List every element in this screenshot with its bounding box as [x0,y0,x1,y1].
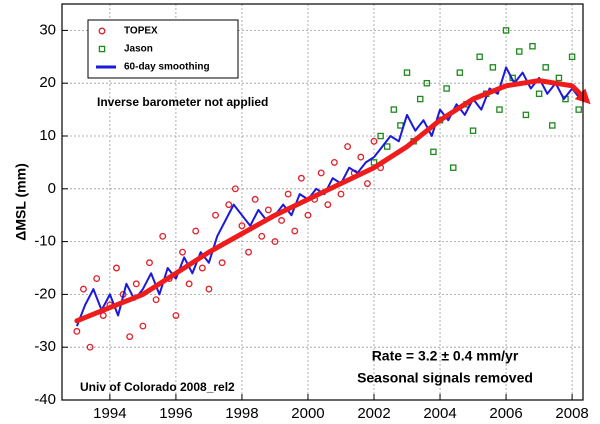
annotation: Inverse barometer not applied [97,95,268,109]
jason-point [516,48,523,55]
jason-point [377,132,384,140]
topex-point [113,264,120,272]
jason-point [476,53,483,61]
y-axis-label: ΔMSL (mm) [13,163,29,240]
annotation: Rate = 3.2 ± 0.4 mm/yr [372,348,519,364]
jason-point [555,74,563,82]
legend-symbol [98,45,106,53]
x-tick-label: 2002 [357,405,390,422]
topex-point [198,264,206,272]
x-tick-label: 1994 [93,405,126,422]
smoothing-line [75,66,582,327]
topex-point [278,217,286,224]
topex-point [146,259,153,267]
jason-point [430,148,437,156]
topex-point [126,333,134,341]
topex-point [179,248,186,256]
jason-point [529,42,536,50]
jason-point [469,127,477,134]
topex-point [205,285,213,293]
topex-point [304,211,312,219]
jason-point [502,27,510,34]
topex-point [357,153,365,161]
legend-label: 60-day smoothing [124,62,210,73]
topex-point [231,185,239,193]
topex-point [192,227,200,235]
jason-point [456,69,464,76]
topex-point [159,232,167,240]
topex-point [172,312,180,319]
topex-point [139,322,147,330]
topex-point [225,201,233,209]
topex-point [218,259,226,267]
legend: TOPEX Jason 60-day smoothing [87,19,239,79]
plot-data [73,27,591,351]
jason-point [575,106,582,113]
y-tick-label: 20 [39,74,56,91]
jason-point [383,143,391,150]
y-tick-label: 30 [39,21,56,38]
topex-point [152,296,160,304]
topex-point [317,169,325,177]
topex-point [271,238,279,246]
jason-point [403,69,411,76]
y-tick-label: 0 [48,180,56,197]
x-tick-label: 2008 [555,405,588,422]
topex-point [344,143,352,151]
legend-label: TOPEX [124,26,158,37]
x-tick-label: 1996 [159,405,192,422]
x-tick-label: 2006 [489,405,522,422]
topex-point [291,227,299,235]
jason-point [549,122,556,129]
topex-point [330,158,338,166]
topex-point [370,137,378,145]
legend-label: Jason [124,44,153,55]
topex-point [337,190,345,198]
topex-point [86,343,94,351]
annotation: Univ of Colorado 2008_rel2 [80,380,235,394]
plot-frame [61,3,584,401]
jason-point [496,106,503,113]
jason-point [423,79,431,87]
topex-point [73,327,81,335]
topex-point [132,280,140,288]
y-tick-label: -30 [34,338,56,355]
legend-symbol [98,27,106,35]
y-tick-label: -10 [34,233,56,250]
y-tick-label: -40 [34,391,56,408]
jason-point [416,95,424,103]
topex-point [363,180,371,187]
jason-point [522,111,530,119]
annotation: Seasonal signals removed [357,370,533,386]
jason-point [568,53,576,61]
topex-point [251,195,259,203]
jason-point [449,164,457,171]
x-tick-label: 1998 [225,405,258,422]
topex-point [212,211,219,219]
x-tick-label: 2004 [423,405,456,422]
topex-point [297,174,305,182]
jason-point [443,85,450,92]
topex-point [264,206,272,214]
topex-point [185,280,193,288]
topex-point [258,232,266,240]
jason-point [489,64,497,71]
topex-point [238,222,246,230]
jason-point [390,106,398,113]
trend-line [74,78,591,324]
topex-point [245,248,252,256]
topex-point [324,201,332,209]
topex-point [284,190,292,198]
y-tick-label: 10 [39,127,56,144]
topex-point [80,285,87,293]
jason-point [535,90,543,98]
y-tick-label: -20 [34,285,56,302]
x-tick-label: 2000 [291,405,324,422]
jason-point [542,64,549,71]
topex-point [93,275,101,283]
